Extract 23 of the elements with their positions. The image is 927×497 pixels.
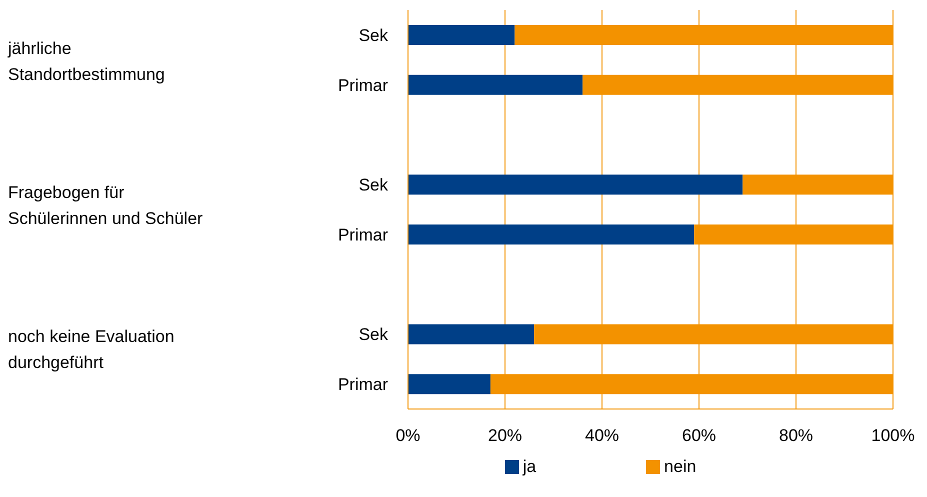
y-tick-label: Primar <box>338 225 388 244</box>
x-tick-label: 40% <box>584 426 620 446</box>
y-tick-label: Sek <box>358 26 388 45</box>
text: Fragebogen für Schülerinnen und Schüler <box>8 182 203 230</box>
text: jährliche Standortbestimmung <box>8 38 165 86</box>
bar <box>408 224 694 244</box>
bar <box>408 324 534 344</box>
bar <box>408 24 515 45</box>
y-tick-label: Sek <box>358 176 388 195</box>
x-tick-label: 20% <box>488 426 522 446</box>
bar <box>408 74 583 95</box>
text: noch keine Evaluation durchgeführt <box>8 326 174 374</box>
y-tick-label: Primar <box>338 76 388 95</box>
y-tick-label: Primar <box>338 375 388 394</box>
x-tick-label: 100% <box>871 426 915 446</box>
x-tick-label: 60% <box>682 426 716 446</box>
y-tick-label: Sek <box>358 325 388 344</box>
legend-label: ja <box>522 457 536 477</box>
x-tick-label: 0% <box>396 426 420 446</box>
legend-label: nein <box>663 457 696 477</box>
x-tick-label: 80% <box>778 426 814 446</box>
bar <box>408 174 743 195</box>
bar <box>408 374 490 394</box>
